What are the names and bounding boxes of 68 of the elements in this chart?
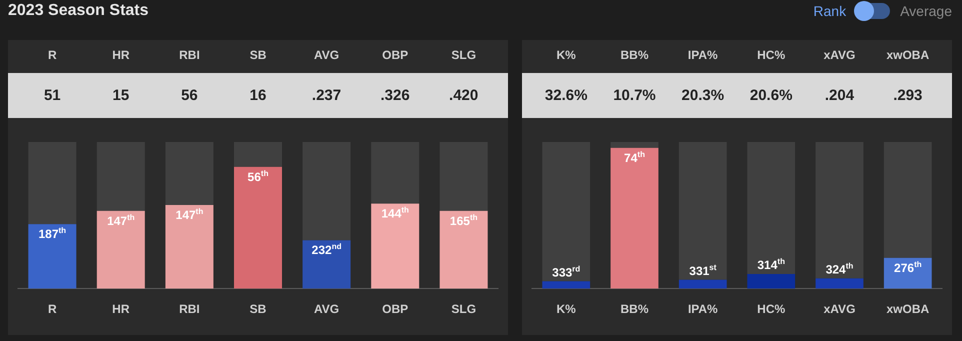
x-tick-label: xAVG bbox=[822, 47, 856, 64]
bar bbox=[440, 142, 488, 211]
x-tick-label: SLG bbox=[450, 47, 478, 64]
text: .237 bbox=[310, 86, 342, 106]
x-tick-label: AVG bbox=[313, 47, 340, 64]
text: 20.3% bbox=[680, 86, 726, 106]
bar bbox=[28, 224, 76, 289]
bar bbox=[96, 142, 145, 211]
category-label: AVG bbox=[314, 302, 340, 316]
x-tick-label: K% bbox=[555, 47, 577, 64]
bar bbox=[302, 142, 351, 240]
bar bbox=[440, 210, 488, 289]
bar bbox=[747, 274, 796, 289]
bar bbox=[610, 148, 658, 289]
x-tick-label: SB bbox=[248, 47, 268, 64]
text: .204 bbox=[824, 86, 856, 106]
category-label: BB% bbox=[620, 302, 649, 316]
category-label: xAVG bbox=[824, 302, 856, 316]
text: 20.6% bbox=[748, 86, 794, 106]
category-label: K% bbox=[556, 302, 576, 316]
bar bbox=[816, 142, 864, 278]
x-tick-label: BB% bbox=[619, 47, 650, 64]
bar bbox=[747, 142, 796, 274]
category-label: HC% bbox=[757, 302, 786, 316]
text: 10.7% bbox=[612, 86, 657, 106]
text: 32.6% bbox=[544, 86, 588, 106]
bar bbox=[302, 240, 351, 289]
text: 16 bbox=[248, 86, 268, 106]
text: Rank bbox=[813, 3, 846, 19]
bar bbox=[542, 281, 590, 289]
text: 56 bbox=[180, 86, 199, 106]
text: .420 bbox=[448, 86, 480, 106]
category-label: xwOBA bbox=[886, 302, 930, 316]
category-label: RBI bbox=[179, 302, 200, 316]
x-tick-label: R bbox=[46, 47, 58, 64]
x-tick-label: HR bbox=[111, 47, 131, 64]
chart-title: 2023 Season Stats bbox=[8, 2, 149, 20]
x-tick-label: xwOBA bbox=[885, 47, 930, 64]
bar bbox=[371, 142, 420, 204]
category-label: SLG bbox=[451, 302, 476, 316]
bar bbox=[165, 205, 214, 289]
bar bbox=[678, 280, 727, 289]
bar bbox=[371, 204, 420, 289]
text: 51 bbox=[42, 86, 62, 106]
category-label: HR bbox=[112, 302, 130, 316]
x-tick-label: HC% bbox=[756, 47, 786, 64]
text: .326 bbox=[379, 86, 411, 106]
bar bbox=[884, 142, 932, 258]
bar bbox=[96, 210, 145, 289]
category-label: SB bbox=[250, 302, 266, 316]
text: Average bbox=[900, 3, 952, 19]
bar bbox=[234, 166, 282, 289]
bar bbox=[610, 142, 658, 148]
bar bbox=[28, 142, 76, 224]
x-tick-label: RBI bbox=[178, 47, 201, 64]
category-label: OBP bbox=[382, 302, 408, 316]
text: 15 bbox=[112, 86, 130, 106]
bar bbox=[884, 258, 932, 289]
bar bbox=[542, 142, 590, 282]
bar bbox=[678, 142, 727, 280]
text: .293 bbox=[892, 86, 924, 106]
category-label: IPA% bbox=[688, 302, 718, 316]
x-tick-label: IPA% bbox=[686, 47, 719, 64]
category-label: R bbox=[48, 302, 57, 316]
bar bbox=[234, 142, 282, 167]
bar bbox=[816, 278, 864, 289]
x-tick-label: OBP bbox=[381, 47, 410, 64]
bar bbox=[165, 142, 214, 206]
